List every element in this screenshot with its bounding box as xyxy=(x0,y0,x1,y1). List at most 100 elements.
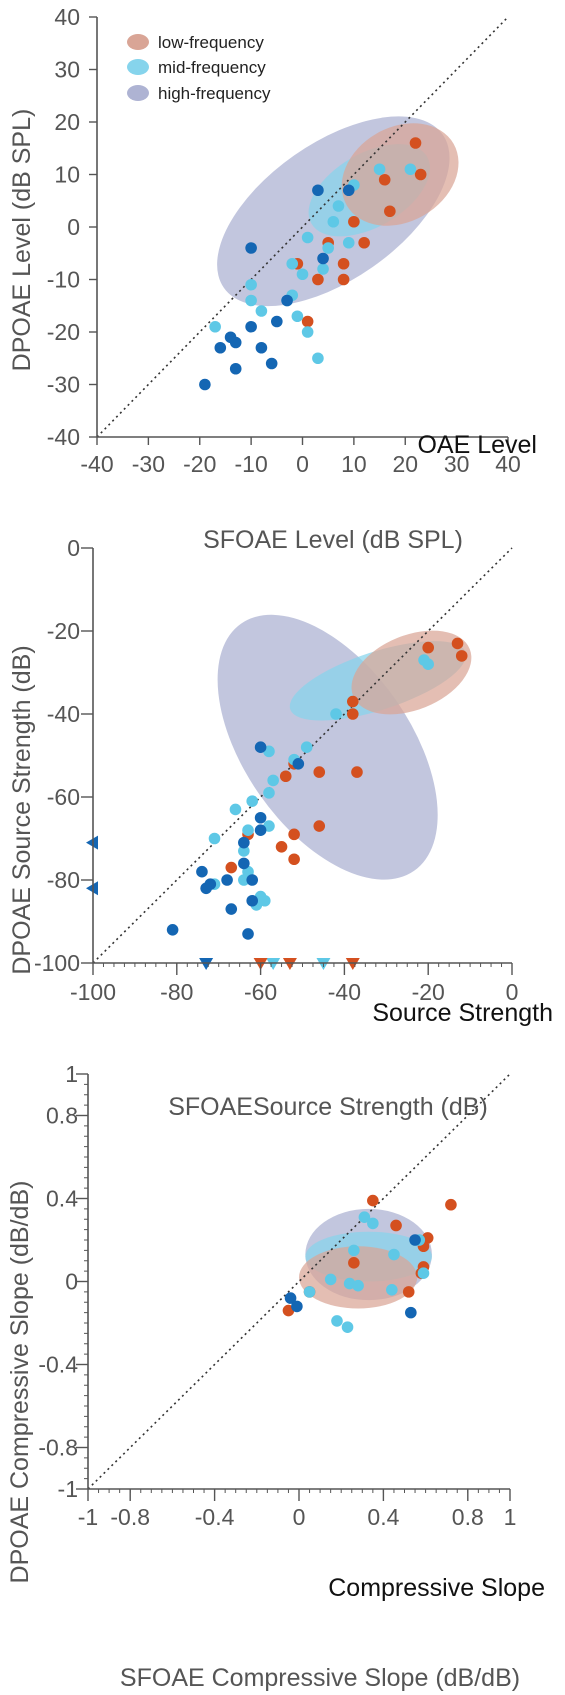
oae-level-mid-point xyxy=(301,231,314,244)
source-strength-y-axis-label: DPOAE Source Strength (dB) xyxy=(8,645,36,974)
compressive-slope-mid-point xyxy=(303,1286,316,1298)
source-strength-low-point xyxy=(313,820,326,832)
source-strength-high-ellipse xyxy=(217,614,438,880)
oae-level-low-point xyxy=(312,273,324,286)
compressive-slope-y-tick-label: 0 xyxy=(65,1269,78,1295)
oae-level-high-point xyxy=(317,252,329,265)
oae-level-mid-point xyxy=(404,163,417,176)
oae-level-low-point xyxy=(348,215,360,228)
source-strength-y-tick-label: -20 xyxy=(47,618,80,644)
source-strength-mid-point xyxy=(246,795,259,807)
source-strength-x-tick-label: -100 xyxy=(70,979,116,1005)
legend-mid-label: mid-frequency xyxy=(158,58,266,77)
compressive-slope-x-tick-label: 0.4 xyxy=(367,1504,399,1530)
oae-level-y-tick-label: 40 xyxy=(54,4,80,30)
oae-level-panel: -40 -30 -20 -10 0 10 20 30 40 -40 -30 -20 -10 0 10 20 30… xyxy=(8,4,537,554)
source-strength-low-point xyxy=(275,841,288,853)
source-strength-axes: -100 -80 -60 -40 -20 0 -100 -80 -60 -40 -20 0 xyxy=(34,535,518,1005)
oae-level-y-tick-label: -20 xyxy=(47,319,80,345)
legend-low-swatch xyxy=(127,34,149,50)
oae-level-mid-point xyxy=(245,294,257,307)
compressive-slope-high-point xyxy=(405,1306,417,1319)
compressive-slope-x-tick-label: -0.8 xyxy=(110,1504,150,1530)
compressive-slope-low-point xyxy=(367,1194,379,1207)
oae-level-x-tick-label: -10 xyxy=(235,451,268,477)
compressive-slope-axes: -1 -0.8 -0.4 0 0.4 0.8 1 -1 -0.8 -0.4 0 0.4 0.8 1 xyxy=(38,1061,516,1530)
oae-level-title: OAE Level xyxy=(417,431,537,459)
source-strength-high-point xyxy=(246,874,259,886)
oae-level-high-point xyxy=(199,378,211,391)
oae-level-high-point xyxy=(214,341,227,354)
oae-level-low-point xyxy=(337,273,350,286)
source-strength-high-point xyxy=(254,811,267,824)
source-strength-y-tick-label: -100 xyxy=(34,950,80,976)
oae-level-mid-point xyxy=(342,236,355,249)
compressive-slope-x-axis-label: SFOAE Compressive Slope (dB/dB) xyxy=(120,1664,520,1692)
source-strength-low-point xyxy=(422,641,435,654)
source-strength-low-point xyxy=(225,861,238,874)
source-strength-mid-point xyxy=(267,774,279,787)
oae-level-mid-point xyxy=(373,163,386,176)
oae-level-high-point xyxy=(245,320,257,333)
source-strength-y-tick-label: -80 xyxy=(47,867,80,893)
compressive-slope-points xyxy=(282,1194,457,1333)
oae-level-y-tick-label: 20 xyxy=(54,109,80,135)
oae-level-y-tick-label: 0 xyxy=(67,214,80,240)
oae-level-mid-point xyxy=(255,305,268,317)
source-strength-high-point xyxy=(225,903,238,915)
oae-level-x-tick-label: -40 xyxy=(80,451,113,477)
source-strength-high-point xyxy=(254,741,267,753)
source-strength-low-point xyxy=(451,637,464,650)
oae-level-x-tick-label: 20 xyxy=(392,451,418,477)
oae-level-y-tick-label: -30 xyxy=(47,372,80,398)
compressive-slope-x-tick-label: -1 xyxy=(78,1504,98,1530)
compressive-slope-y-tick-label: 0.8 xyxy=(46,1103,78,1129)
compressive-slope-x-tick-label: 1 xyxy=(504,1504,517,1530)
source-strength-x-axis-label: SFOAESource Strength (dB) xyxy=(168,1093,488,1121)
oae-level-mid-point xyxy=(301,326,314,338)
oae-level-high-point xyxy=(342,184,355,197)
oae-level-x-tick-label: -20 xyxy=(183,451,216,477)
compressive-slope-y-tick-label: -1 xyxy=(58,1476,78,1502)
oae-level-high-point xyxy=(271,315,283,328)
source-strength-high-point xyxy=(196,865,208,878)
oae-level-high-point xyxy=(229,362,242,375)
compressive-slope-low-point xyxy=(445,1198,457,1211)
compressive-slope-mid-point xyxy=(348,1244,360,1257)
compressive-slope-high-point xyxy=(291,1300,303,1313)
oae-level-y-tick-label: 10 xyxy=(54,162,80,188)
source-strength-y-tick-label: -60 xyxy=(47,784,80,810)
source-strength-high-point xyxy=(200,882,212,895)
source-strength-high-point xyxy=(238,836,250,849)
source-strength-low-point xyxy=(455,650,468,662)
oae-level-low-point xyxy=(337,257,350,270)
oae-level-identity-line xyxy=(96,16,509,438)
source-strength-mid-offscale-marker xyxy=(266,958,281,970)
source-strength-low-point xyxy=(288,828,300,841)
oae-level-mid-point xyxy=(209,320,221,333)
source-strength-high-point xyxy=(166,924,179,936)
oae-level-y-tick-label: 30 xyxy=(54,57,80,83)
source-strength-high-point xyxy=(242,928,254,940)
oae-level-low-point xyxy=(414,168,427,181)
oae-level-low-point xyxy=(301,315,314,328)
oae-level-y-tick-label: -10 xyxy=(47,267,80,293)
source-strength-high-point xyxy=(221,874,233,886)
source-strength-ellipses xyxy=(217,614,472,880)
compressive-slope-y-tick-label: 1 xyxy=(65,1061,78,1087)
oae-level-mid-point xyxy=(327,215,340,228)
oae-level-mid-point xyxy=(286,257,299,270)
oae-level-ellipses xyxy=(217,116,459,307)
legend-high-label: high-frequency xyxy=(158,84,271,103)
legend-mid-swatch xyxy=(127,59,149,75)
oae-level-mid-point xyxy=(332,200,345,212)
oae-level-low-point xyxy=(384,205,396,218)
source-strength-points xyxy=(166,637,468,940)
legend-low-label: low-frequency xyxy=(158,33,264,52)
source-strength-title: Source Strength xyxy=(372,999,553,1027)
compressive-slope-mid-point xyxy=(367,1217,379,1230)
compressive-slope-mid-point xyxy=(341,1321,354,1333)
oae-level-low-ellipse xyxy=(341,123,459,226)
oae-level-mid-point xyxy=(296,268,309,281)
compressive-slope-mid-point xyxy=(324,1273,337,1286)
